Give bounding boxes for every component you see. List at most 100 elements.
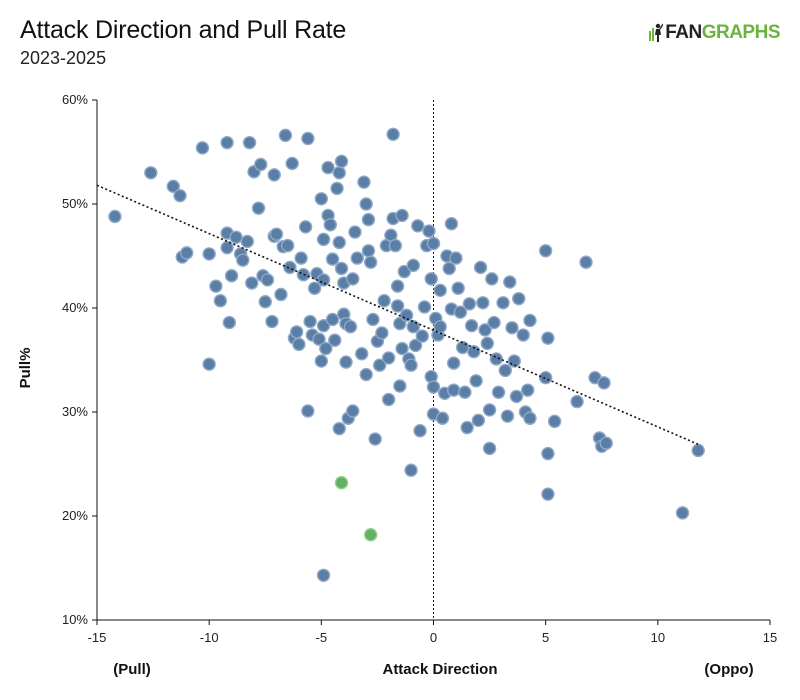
highlighted-point	[363, 528, 378, 542]
scatter-point	[435, 411, 450, 425]
scatter-point	[415, 329, 429, 343]
scatter-point	[312, 332, 326, 346]
scatter-point	[334, 154, 349, 169]
scatter-point	[406, 320, 421, 334]
scatter-point	[355, 347, 369, 361]
scatter-point	[480, 336, 495, 351]
y-tick-label: 60%	[62, 92, 88, 107]
scatter-point	[254, 157, 268, 172]
scatter-point	[359, 197, 373, 211]
scatter-point	[442, 261, 456, 276]
scatter-point	[265, 314, 279, 329]
scatter-point	[334, 261, 349, 276]
scatter-point	[301, 131, 315, 146]
scatter-point	[346, 272, 360, 286]
scatter-point	[319, 341, 333, 356]
scatter-point	[368, 432, 382, 446]
scatter-point	[547, 414, 562, 429]
scatter-point	[469, 374, 483, 388]
scatter-point	[251, 201, 266, 215]
scatter-point	[361, 212, 376, 227]
scatter-point	[390, 279, 405, 293]
scatter-point	[507, 354, 521, 368]
axes-group	[96, 100, 770, 621]
scatter-point	[258, 295, 272, 309]
scatter-point	[166, 179, 180, 194]
scatter-point	[395, 341, 409, 356]
y-tick-label: 50%	[62, 196, 88, 211]
scatter-point	[473, 260, 488, 275]
scatter-point	[316, 318, 331, 333]
logo-text-fan: FAN	[665, 22, 702, 43]
scatter-point	[220, 135, 234, 150]
scatter-point	[453, 305, 468, 319]
x-tick-label: 10	[651, 630, 665, 645]
scatter-point	[496, 296, 510, 310]
scatter-point	[599, 436, 613, 450]
scatter-point	[294, 251, 308, 265]
scatter-point	[424, 272, 438, 286]
scatter-point	[332, 166, 346, 180]
x-tick-label: -15	[88, 630, 107, 645]
y-tick-label: 20%	[62, 508, 88, 523]
scatter-point	[411, 219, 425, 233]
scatter-point	[388, 238, 403, 253]
scatter-point	[675, 506, 690, 520]
scatter-point	[314, 192, 329, 206]
scatter-point	[202, 357, 216, 371]
scatter-point	[446, 383, 461, 397]
x-tick-label: 15	[763, 630, 777, 645]
scatter-point	[348, 225, 362, 239]
scatter-point	[328, 333, 342, 347]
scatter-point	[314, 354, 329, 368]
scatter-point	[330, 181, 344, 196]
scatter-point	[372, 358, 387, 372]
fangraphs-logo[interactable]: FAN GRAPHS	[649, 22, 781, 44]
scatter-point	[395, 208, 409, 223]
scatter-point	[464, 318, 479, 333]
scatter-point	[399, 308, 414, 322]
scatter-point	[538, 244, 553, 258]
scatter-point	[316, 568, 331, 582]
y-tick-label: 30%	[62, 404, 88, 419]
scatter-point	[245, 276, 259, 290]
scatter-point	[422, 224, 436, 238]
scatter-point	[323, 218, 338, 232]
y-tick-label: 10%	[62, 612, 88, 627]
scatter-point	[455, 340, 470, 355]
scatter-point	[321, 160, 335, 175]
scatter-point	[366, 312, 380, 327]
scatter-point	[406, 258, 421, 273]
scatter-point	[390, 299, 405, 313]
scatter-point	[485, 272, 499, 286]
scatter-point	[523, 313, 537, 328]
scatter-point	[144, 166, 158, 180]
x-axis-right-label: (Oppo)	[704, 661, 753, 678]
y-tick-label: 40%	[62, 300, 88, 315]
scatter-point	[478, 323, 492, 337]
scatter-point	[202, 247, 216, 261]
scatter-point	[462, 297, 477, 311]
scatter-point	[413, 424, 427, 438]
logo-text-graphs: GRAPHS	[701, 22, 781, 43]
scatter-point	[339, 355, 353, 369]
x-tick-label: 0	[430, 630, 437, 645]
scatter-point	[267, 168, 281, 182]
scatter-point	[236, 253, 250, 267]
scatter-point	[444, 217, 459, 231]
scatter-point	[521, 383, 535, 397]
scatter-point	[361, 244, 376, 258]
highlighted-point	[334, 476, 349, 490]
scatter-point	[691, 443, 705, 458]
scatter-point	[377, 294, 391, 308]
scatter-point	[397, 264, 412, 279]
scatter-point	[460, 420, 474, 435]
scatter-point	[274, 287, 288, 302]
scatter-point	[381, 351, 396, 365]
scatter-point	[346, 404, 360, 418]
scatter-point	[108, 209, 122, 224]
scatter-point	[296, 268, 311, 282]
scatter-point	[260, 273, 275, 287]
scatter-point	[570, 394, 584, 409]
scatter-point	[476, 296, 490, 310]
